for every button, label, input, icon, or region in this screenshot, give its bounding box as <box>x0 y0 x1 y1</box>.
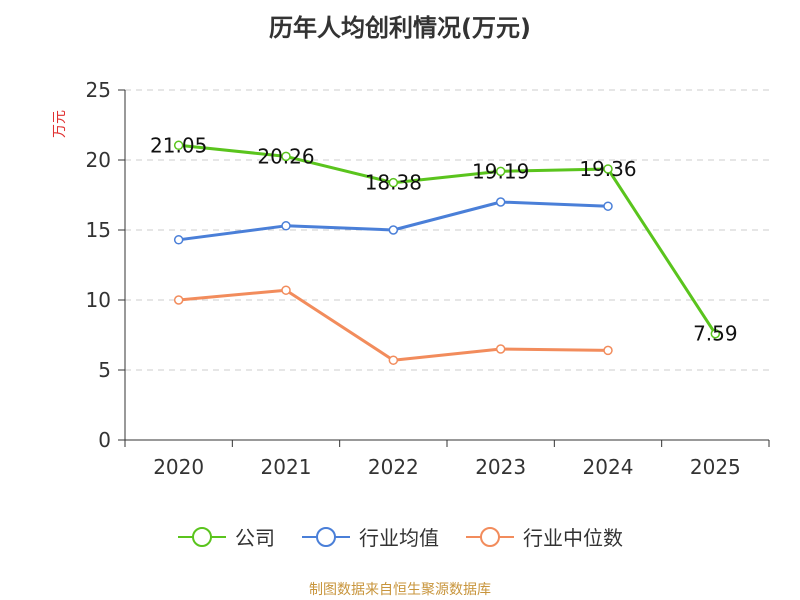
legend-swatch-industry-median <box>466 526 514 547</box>
y-tick-label-5: 5 <box>98 358 111 382</box>
data-label-0-2023: 19.19 <box>472 159 529 183</box>
data-point-2-2024 <box>603 345 613 356</box>
legend-item-company[interactable]: 公司 <box>177 522 275 551</box>
x-tick-label-2020: 2020 <box>153 455 204 479</box>
x-tick-label-2024: 2024 <box>583 455 634 479</box>
data-point-1-2020 <box>173 235 184 245</box>
data-point-1-2022 <box>388 225 399 235</box>
y-tick-label-0: 0 <box>98 428 111 452</box>
legend-swatch-industry-mean <box>302 526 350 547</box>
series-line-0 <box>178 143 717 335</box>
data-point-0-2024 <box>603 164 613 174</box>
data-point-2-2020 <box>173 295 184 305</box>
y-tick-label-10: 10 <box>86 288 111 312</box>
data-point-2-2023 <box>495 344 506 354</box>
x-tick-label-2023: 2023 <box>475 455 526 479</box>
x-tick-label-2021: 2021 <box>261 455 312 479</box>
chart-title: 历年人均创利情况(万元) <box>269 14 531 42</box>
data-point-0-2020 <box>173 140 184 151</box>
data-label-0-2020: 21.05 <box>150 133 207 157</box>
series-line-2 <box>178 288 609 362</box>
data-point-2-2022 <box>388 355 399 365</box>
x-tick-label-2025: 2025 <box>690 455 741 479</box>
data-point-0-2021 <box>281 151 291 162</box>
data-label-0-2024: 19.36 <box>579 157 636 181</box>
y-tick-label-25: 25 <box>86 78 111 102</box>
legend-label-industry-mean: 行业均值 <box>359 526 439 550</box>
data-point-0-2023 <box>495 166 506 177</box>
data-point-1-2024 <box>603 201 613 211</box>
y-axis-label: 万元 <box>52 110 68 138</box>
data-point-2-2021 <box>281 285 291 295</box>
legend-swatch-company <box>178 526 226 547</box>
legend-label-industry-median: 行业中位数 <box>523 526 623 550</box>
data-label-0-2025: 7.59 <box>693 322 738 346</box>
legend-item-industry-median[interactable]: 行业中位数 <box>465 522 623 551</box>
data-source: 制图数据来自恒生聚源数据库 <box>309 582 491 598</box>
y-tick-label-20: 20 <box>86 148 111 172</box>
legend: 公司 行业均值 行业中位数 <box>0 522 800 551</box>
data-point-1-2023 <box>495 197 506 207</box>
x-tick-label-2022: 2022 <box>368 455 419 479</box>
legend-label-company: 公司 <box>235 526 275 550</box>
data-label-0-2021: 20.26 <box>257 144 314 168</box>
data-point-1-2021 <box>281 221 291 231</box>
y-tick-label-15: 15 <box>86 218 111 242</box>
data-label-0-2022: 18.38 <box>365 171 422 195</box>
data-point-0-2022 <box>388 177 399 188</box>
data-point-0-2025 <box>710 328 721 339</box>
legend-item-industry-mean[interactable]: 行业均值 <box>301 522 439 551</box>
